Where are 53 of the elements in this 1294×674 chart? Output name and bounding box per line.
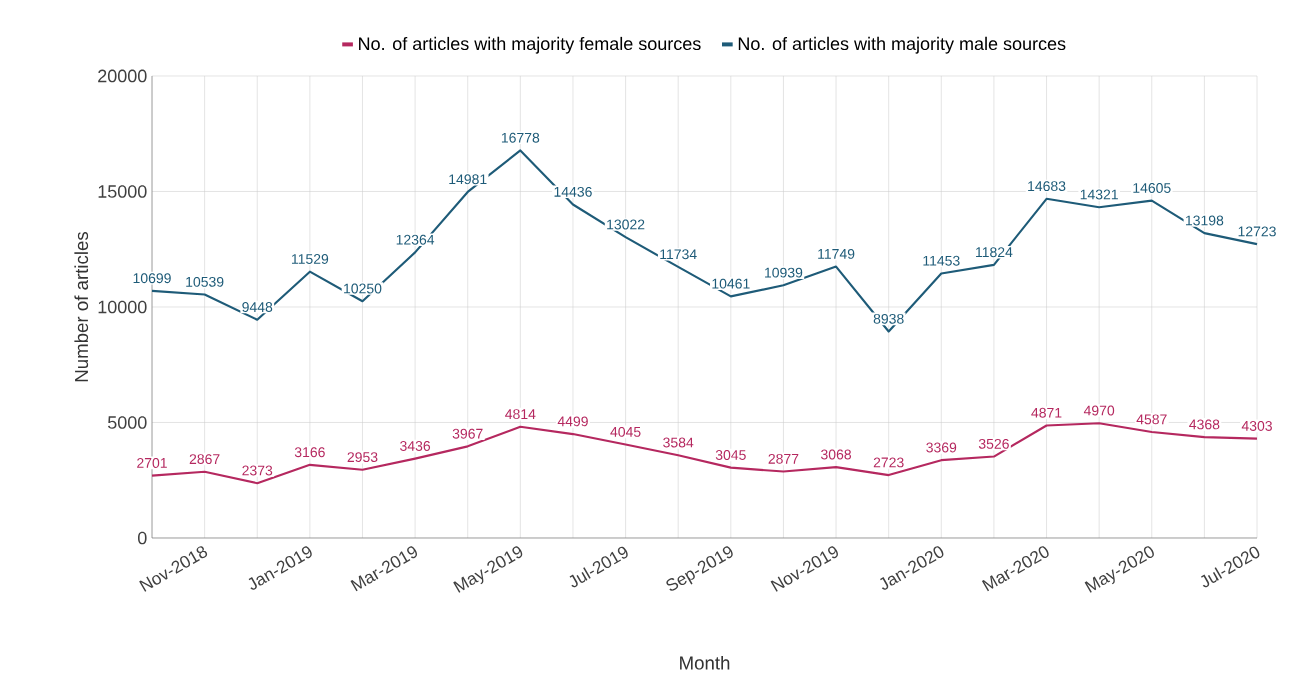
data-label: 4871 <box>1031 407 1062 418</box>
data-label: 2373 <box>242 465 273 476</box>
data-label: 14683 <box>1028 181 1066 192</box>
data-label: 11453 <box>923 255 960 266</box>
data-label: 11824 <box>976 247 1013 258</box>
data-label: 3166 <box>294 447 325 458</box>
y-tick-label: 5000 <box>107 416 147 429</box>
data-label: 13198 <box>1185 215 1224 226</box>
data-label: 2701 <box>137 457 167 468</box>
data-label: 16778 <box>501 132 540 143</box>
legend-label: No. of articles with majority male sources <box>738 36 1066 54</box>
data-label: 8938 <box>873 313 904 324</box>
y-tick-label: 20000 <box>98 69 147 83</box>
data-label: 2867 <box>189 454 220 465</box>
data-label: 4303 <box>1241 420 1272 431</box>
data-label: 2723 <box>873 457 904 468</box>
data-label: 3584 <box>663 437 694 448</box>
data-label: 14436 <box>554 186 592 197</box>
data-label: 3045 <box>715 450 746 460</box>
data-label: 9448 <box>242 302 273 313</box>
data-label: 4499 <box>557 416 588 427</box>
data-label: 4368 <box>1189 419 1220 430</box>
data-label: 3967 <box>452 428 483 439</box>
data-label: 11734 <box>660 249 697 260</box>
data-label: 3436 <box>400 440 431 451</box>
data-label: 14605 <box>1133 182 1171 193</box>
data-label: 11749 <box>818 248 855 259</box>
data-label: 10939 <box>765 267 803 278</box>
y-tick-label: 10000 <box>98 300 147 314</box>
data-label: 11529 <box>291 254 329 264</box>
data-label: 4587 <box>1136 414 1167 425</box>
data-label: 10461 <box>712 278 750 289</box>
data-label: 3068 <box>821 449 852 460</box>
data-label: 10250 <box>344 283 382 294</box>
data-label: 3369 <box>926 442 957 453</box>
data-label: 10539 <box>186 276 224 287</box>
data-label: 2953 <box>347 452 378 463</box>
data-label: 12723 <box>1238 226 1276 237</box>
data-label: 4814 <box>505 409 536 420</box>
data-label: 4045 <box>610 426 641 437</box>
data-label: 14981 <box>449 174 487 185</box>
y-axis-title: Number of articles <box>74 231 89 382</box>
y-tick-label: 0 <box>138 531 147 545</box>
data-label: 13022 <box>607 219 645 230</box>
data-label: 2877 <box>768 453 799 464</box>
data-label: 12364 <box>396 234 435 245</box>
data-label: 14321 <box>1080 189 1118 200</box>
legend-label: No. of articles with majority female sources <box>359 36 701 54</box>
x-axis-title: Month <box>680 655 730 670</box>
y-tick-label: 15000 <box>98 185 147 198</box>
data-label: 10699 <box>133 273 171 284</box>
data-label: 3526 <box>978 438 1009 449</box>
data-label: 4970 <box>1083 405 1115 416</box>
